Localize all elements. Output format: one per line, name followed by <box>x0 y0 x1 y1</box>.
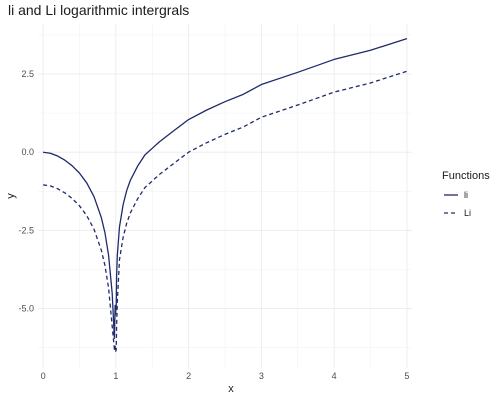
y-tick-labels: -5.0 -2.5 0.0 2.5 <box>18 69 34 314</box>
x-tick-label: 1 <box>113 371 118 381</box>
legend: Functions li Li <box>442 170 490 218</box>
chart-title: li and Li logarithmic intergrals <box>8 2 190 18</box>
legend-title: Functions <box>442 170 490 182</box>
x-tick-label: 0 <box>41 371 46 381</box>
y-tick-label: 2.5 <box>21 69 34 79</box>
x-tick-label: 4 <box>332 371 337 381</box>
series-line-li <box>43 37 408 339</box>
series-line-Li <box>43 70 408 354</box>
series-lines <box>43 37 408 354</box>
x-tick-labels: 0 1 2 3 4 5 <box>41 371 410 381</box>
x-tick-label: 2 <box>186 371 191 381</box>
x-tick-label: 3 <box>259 371 264 381</box>
y-tick-label: -5.0 <box>18 304 34 314</box>
y-tick-label: -2.5 <box>18 225 34 235</box>
x-tick-label: 5 <box>404 371 409 381</box>
x-axis-title: x <box>228 383 234 395</box>
grid-minor <box>38 24 412 368</box>
y-tick-label: 0.0 <box>21 147 34 157</box>
y-axis-title: y <box>5 193 17 199</box>
legend-label-li: li <box>464 190 468 200</box>
legend-label-Li: Li <box>464 208 471 218</box>
